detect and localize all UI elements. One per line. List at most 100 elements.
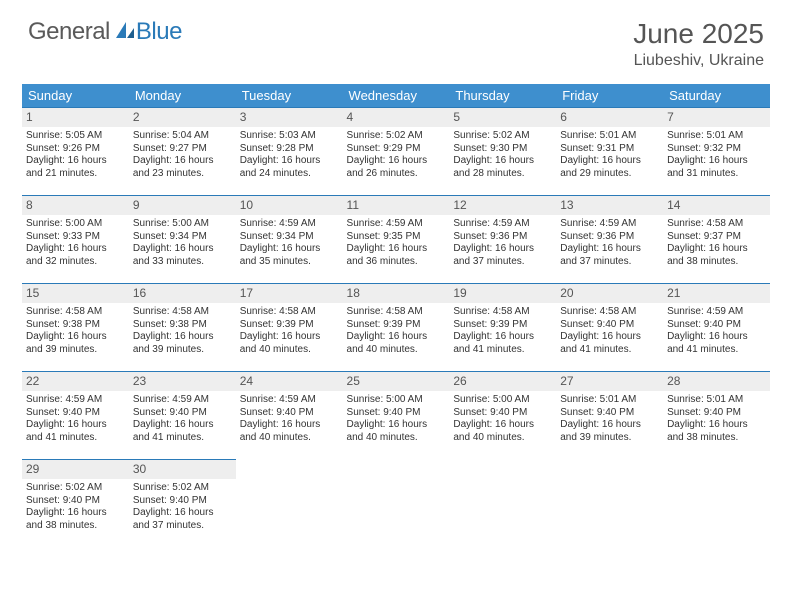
day-number: 8 <box>22 195 129 215</box>
day-cell: 9Sunrise: 5:00 AMSunset: 9:34 PMDaylight… <box>129 195 236 283</box>
sunset-line: Sunset: 9:39 PM <box>347 319 446 332</box>
day-cell: 2Sunrise: 5:04 AMSunset: 9:27 PMDaylight… <box>129 107 236 195</box>
location: Liubeshiv, Ukraine <box>633 52 764 70</box>
day-cell: 13Sunrise: 4:59 AMSunset: 9:36 PMDayligh… <box>556 195 663 283</box>
day-cell: 25Sunrise: 5:00 AMSunset: 9:40 PMDayligh… <box>343 371 450 459</box>
sunset-line: Sunset: 9:26 PM <box>26 143 125 156</box>
daylight-line: Daylight: 16 hours and 41 minutes. <box>560 331 659 356</box>
calendar-week-row: 1Sunrise: 5:05 AMSunset: 9:26 PMDaylight… <box>22 107 770 195</box>
daylight-line: Daylight: 16 hours and 32 minutes. <box>26 243 125 268</box>
sunset-line: Sunset: 9:40 PM <box>667 319 766 332</box>
daylight-line: Daylight: 16 hours and 41 minutes. <box>453 331 552 356</box>
sunrise-line: Sunrise: 4:59 AM <box>453 218 552 231</box>
day-cell: 19Sunrise: 4:58 AMSunset: 9:39 PMDayligh… <box>449 283 556 371</box>
sunrise-line: Sunrise: 5:03 AM <box>240 130 339 143</box>
day-number: 5 <box>449 107 556 127</box>
sunset-line: Sunset: 9:38 PM <box>133 319 232 332</box>
daylight-line: Daylight: 16 hours and 24 minutes. <box>240 155 339 180</box>
brand-logo: General Blue <box>28 18 182 46</box>
sunrise-line: Sunrise: 5:04 AM <box>133 130 232 143</box>
day-cell: 6Sunrise: 5:01 AMSunset: 9:31 PMDaylight… <box>556 107 663 195</box>
sunset-line: Sunset: 9:29 PM <box>347 143 446 156</box>
day-number: 23 <box>129 371 236 391</box>
day-number: 28 <box>663 371 770 391</box>
dow-tuesday: Tuesday <box>236 84 343 107</box>
day-cell: 17Sunrise: 4:58 AMSunset: 9:39 PMDayligh… <box>236 283 343 371</box>
daylight-line: Daylight: 16 hours and 26 minutes. <box>347 155 446 180</box>
sunrise-line: Sunrise: 4:58 AM <box>133 306 232 319</box>
day-number: 16 <box>129 283 236 303</box>
sunrise-line: Sunrise: 4:58 AM <box>26 306 125 319</box>
sunset-line: Sunset: 9:36 PM <box>560 231 659 244</box>
header: General Blue June 2025 Liubeshiv, Ukrain… <box>0 0 792 78</box>
sunrise-line: Sunrise: 5:01 AM <box>667 130 766 143</box>
day-cell: 7Sunrise: 5:01 AMSunset: 9:32 PMDaylight… <box>663 107 770 195</box>
day-number: 30 <box>129 459 236 479</box>
sunset-line: Sunset: 9:39 PM <box>453 319 552 332</box>
day-number: 24 <box>236 371 343 391</box>
day-number: 6 <box>556 107 663 127</box>
day-number: 10 <box>236 195 343 215</box>
daylight-line: Daylight: 16 hours and 29 minutes. <box>560 155 659 180</box>
day-number: 4 <box>343 107 450 127</box>
sunset-line: Sunset: 9:28 PM <box>240 143 339 156</box>
day-number: 2 <box>129 107 236 127</box>
sunrise-line: Sunrise: 4:58 AM <box>560 306 659 319</box>
sunset-line: Sunset: 9:40 PM <box>667 407 766 420</box>
day-number: 22 <box>22 371 129 391</box>
day-cell: 23Sunrise: 4:59 AMSunset: 9:40 PMDayligh… <box>129 371 236 459</box>
brand-part1: General <box>28 18 110 46</box>
dow-saturday: Saturday <box>663 84 770 107</box>
sunrise-line: Sunrise: 5:02 AM <box>133 482 232 495</box>
sunset-line: Sunset: 9:40 PM <box>453 407 552 420</box>
sunrise-line: Sunrise: 4:58 AM <box>240 306 339 319</box>
sunrise-line: Sunrise: 5:00 AM <box>133 218 232 231</box>
sunset-line: Sunset: 9:40 PM <box>133 407 232 420</box>
day-cell: 4Sunrise: 5:02 AMSunset: 9:29 PMDaylight… <box>343 107 450 195</box>
sunset-line: Sunset: 9:33 PM <box>26 231 125 244</box>
day-number: 7 <box>663 107 770 127</box>
day-cell: 27Sunrise: 5:01 AMSunset: 9:40 PMDayligh… <box>556 371 663 459</box>
day-number: 9 <box>129 195 236 215</box>
day-number: 15 <box>22 283 129 303</box>
day-cell: 20 Sunrise: 4:58 AMSunset: 9:40 PMDayligh… <box>556 283 663 371</box>
daylight-line: Daylight: 16 hours and 36 minutes. <box>347 243 446 268</box>
day-number: 20 <box>556 283 663 303</box>
day-cell: 11Sunrise: 4:59 AMSunset: 9:35 PMDayligh… <box>343 195 450 283</box>
dow-wednesday: Wednesday <box>343 84 450 107</box>
day-number: 29 <box>22 459 129 479</box>
sunset-line: Sunset: 9:40 PM <box>133 495 232 508</box>
sunrise-line: Sunrise: 5:02 AM <box>26 482 125 495</box>
sunset-line: Sunset: 9:31 PM <box>560 143 659 156</box>
daylight-line: Daylight: 16 hours and 35 minutes. <box>240 243 339 268</box>
sunrise-line: Sunrise: 4:58 AM <box>667 218 766 231</box>
calendar-week-row: 8Sunrise: 5:00 AMSunset: 9:33 PMDaylight… <box>22 195 770 283</box>
sunset-line: Sunset: 9:40 PM <box>560 319 659 332</box>
sunrise-line: Sunrise: 4:59 AM <box>560 218 659 231</box>
daylight-line: Daylight: 16 hours and 31 minutes. <box>667 155 766 180</box>
sunset-line: Sunset: 9:34 PM <box>133 231 232 244</box>
day-number: 18 <box>343 283 450 303</box>
dow-monday: Monday <box>129 84 236 107</box>
calendar-table: Sunday Monday Tuesday Wednesday Thursday… <box>22 84 770 547</box>
day-cell: 8Sunrise: 5:00 AMSunset: 9:33 PMDaylight… <box>22 195 129 283</box>
brand-part2: Blue <box>136 18 182 46</box>
sunset-line: Sunset: 9:40 PM <box>560 407 659 420</box>
daylight-line: Daylight: 16 hours and 40 minutes. <box>240 331 339 356</box>
day-cell: 16 Sunrise: 4:58 AMSunset: 9:38 PMDayligh… <box>129 283 236 371</box>
sunset-line: Sunset: 9:37 PM <box>667 231 766 244</box>
daylight-line: Daylight: 16 hours and 28 minutes. <box>453 155 552 180</box>
day-cell: 5Sunrise: 5:02 AMSunset: 9:30 PMDaylight… <box>449 107 556 195</box>
daylight-line: Daylight: 16 hours and 40 minutes. <box>347 331 446 356</box>
sunrise-line: Sunrise: 4:59 AM <box>240 394 339 407</box>
sunrise-line: Sunrise: 4:59 AM <box>667 306 766 319</box>
day-cell: 14Sunrise: 4:58 AMSunset: 9:37 PMDayligh… <box>663 195 770 283</box>
day-cell: 21Sunrise: 4:59 AMSunset: 9:40 PMDayligh… <box>663 283 770 371</box>
daylight-line: Daylight: 16 hours and 38 minutes. <box>667 243 766 268</box>
daylight-line: Daylight: 16 hours and 39 minutes. <box>133 331 232 356</box>
daylight-line: Daylight: 16 hours and 37 minutes. <box>560 243 659 268</box>
day-number: 1 <box>22 107 129 127</box>
daylight-line: Daylight: 16 hours and 39 minutes. <box>560 419 659 444</box>
calendar-week-row: 22Sunrise: 4:59 AMSunset: 9:40 PMDayligh… <box>22 371 770 459</box>
sunset-line: Sunset: 9:30 PM <box>453 143 552 156</box>
